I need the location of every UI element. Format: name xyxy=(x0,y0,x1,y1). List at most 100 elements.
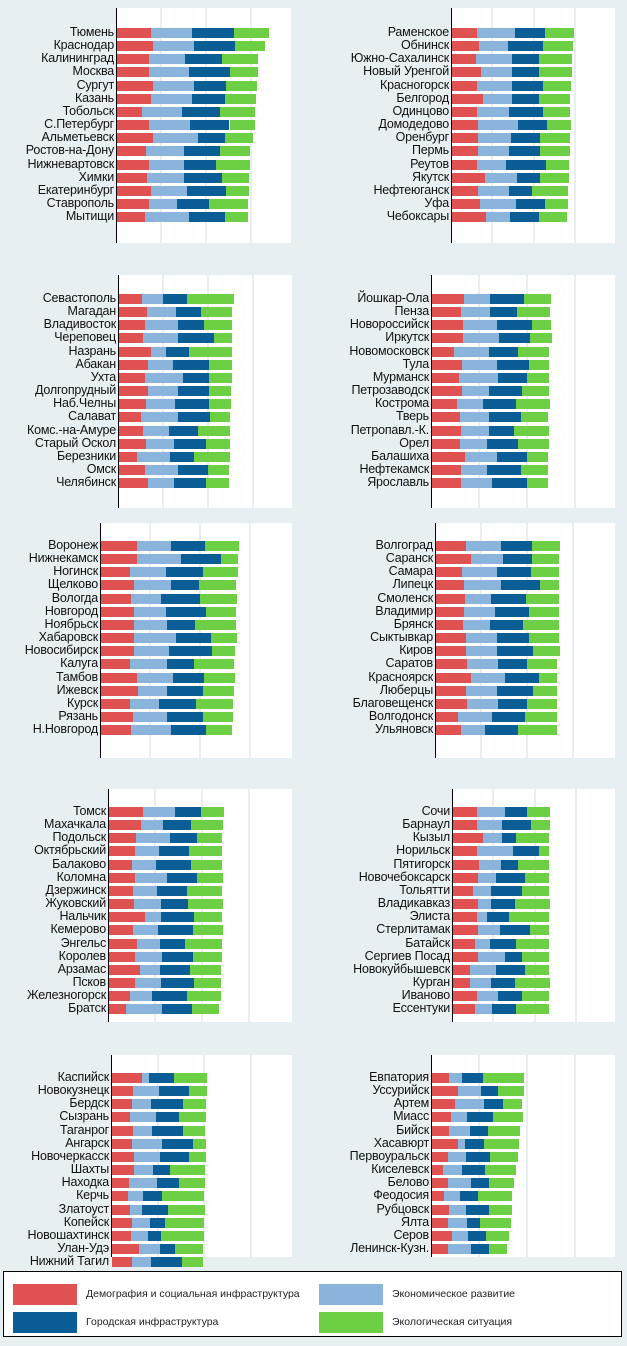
y-axis-line xyxy=(108,789,109,1022)
city-label: Череповец xyxy=(54,330,116,345)
city-label: Ярославль xyxy=(367,475,429,490)
bar-segment-demography xyxy=(109,859,133,870)
bar-segment-economy xyxy=(148,54,185,65)
bar-segment-ecology xyxy=(209,359,232,370)
gridline xyxy=(574,789,577,1022)
bar-segment-urban xyxy=(508,106,544,117)
bar-segment-economy xyxy=(135,846,160,857)
bar-segment-ecology xyxy=(531,567,560,578)
city-label: Пермь xyxy=(412,143,449,158)
city-label: Березники xyxy=(56,448,116,463)
city-label: Ставрополь xyxy=(46,195,115,210)
bar-segment-urban xyxy=(461,1165,485,1176)
bar-segment-ecology xyxy=(188,346,232,357)
bar-segment-economy xyxy=(475,938,491,949)
bar-segment-urban xyxy=(497,567,532,578)
y-axis-line xyxy=(451,8,452,243)
city-label: Казань xyxy=(75,90,114,105)
bar-segment-urban xyxy=(177,320,205,331)
bar-segment-economy xyxy=(145,464,178,475)
y-axis-line xyxy=(111,1055,112,1257)
bar-segment-ecology xyxy=(539,212,568,223)
bar-segment-demography xyxy=(101,646,134,657)
bar-segment-economy xyxy=(478,185,509,196)
bar-segment-demography xyxy=(119,333,143,344)
city-label: Волгодонск xyxy=(368,708,433,723)
bar-segment-economy xyxy=(147,172,185,183)
bar-segment-economy xyxy=(132,925,159,936)
bar-segment-demography xyxy=(112,1165,135,1176)
bar-segment-urban xyxy=(155,1112,179,1123)
bar-segment-economy xyxy=(462,386,490,397)
bar-segment-demography xyxy=(436,725,462,736)
city-label: Тула xyxy=(402,356,430,371)
bar-segment-urban xyxy=(168,425,198,436)
bar-segment-economy xyxy=(475,1004,493,1015)
bar-segment-economy xyxy=(449,1073,463,1083)
bar-segment-demography xyxy=(432,1086,458,1097)
bar-segment-economy xyxy=(457,1138,466,1149)
bar-segment-urban xyxy=(496,964,526,975)
bar-segment-economy xyxy=(134,1151,160,1162)
bar-segment-ecology xyxy=(532,646,560,657)
city-label: Рубцовск xyxy=(376,1201,430,1216)
bar-segment-demography xyxy=(453,833,484,844)
city-label: Новосибирск xyxy=(24,643,98,658)
bar-segment-urban xyxy=(492,478,528,489)
bar-segment-economy xyxy=(132,885,157,896)
bar-segment-urban xyxy=(156,859,192,870)
bar-segment-demography xyxy=(112,1204,130,1215)
bar-segment-demography xyxy=(432,346,455,357)
city-label: Саранск xyxy=(385,551,433,566)
bar-segment-demography xyxy=(117,41,154,52)
y-axis-line xyxy=(100,523,101,758)
bar-segment-urban xyxy=(483,1099,503,1110)
bar-segment-urban xyxy=(141,1204,169,1215)
bar-segment-demography xyxy=(436,633,467,644)
bar-segment-ecology xyxy=(515,399,550,410)
city-label: Иваново xyxy=(401,988,451,1003)
bar-segment-ecology xyxy=(189,964,221,975)
bar-segment-demography xyxy=(432,399,458,410)
bar-segment-ecology xyxy=(194,912,222,923)
bar-segment-economy xyxy=(476,54,513,65)
bar-segment-economy xyxy=(457,399,484,410)
bar-segment-urban xyxy=(142,1191,163,1202)
bar-segment-demography xyxy=(436,593,465,604)
bar-segment-demography xyxy=(117,67,150,78)
city-label: Нижний Тагил xyxy=(29,1254,109,1269)
bar-segment-urban xyxy=(498,991,523,1002)
bar-segment-ecology xyxy=(205,438,230,449)
bar-segment-economy xyxy=(147,359,173,370)
city-label: Оренбург xyxy=(395,130,450,145)
bar-segment-economy xyxy=(470,672,505,683)
city-label: Благовещенск xyxy=(352,695,434,710)
city-label: Ногинск xyxy=(53,564,98,579)
bar-segment-ecology xyxy=(522,885,550,896)
y-axis-line xyxy=(431,275,432,508)
city-label: Сергиев Посад xyxy=(364,948,451,963)
city-label: Люберцы xyxy=(379,682,433,697)
bar-segment-urban xyxy=(505,672,540,683)
city-label: Долгопрудный xyxy=(35,383,116,398)
bar-segment-demography xyxy=(436,580,465,591)
bar-segment-urban xyxy=(508,41,544,52)
bar-segment-ecology xyxy=(230,67,259,78)
bar-segment-ecology xyxy=(234,28,270,38)
city-label: Брянск xyxy=(393,616,433,631)
city-label: Сыктывкар xyxy=(370,630,433,645)
city-label: Волгоград xyxy=(375,538,433,552)
bar-segment-urban xyxy=(172,672,204,683)
bar-segment-urban xyxy=(515,198,545,209)
city-label: Дзержинск xyxy=(45,882,106,897)
bar-segment-economy xyxy=(140,820,164,831)
bar-segment-ecology xyxy=(521,386,549,397)
bar-segment-ecology xyxy=(514,425,550,436)
bar-segment-economy xyxy=(479,41,509,52)
y-axis-line xyxy=(116,8,117,243)
bar-segment-ecology xyxy=(517,438,550,449)
bar-segment-urban xyxy=(498,372,528,383)
bar-segment-ecology xyxy=(539,146,570,157)
city-label: Ростов-на-Дону xyxy=(25,143,114,158)
bar-segment-urban xyxy=(470,1125,488,1136)
